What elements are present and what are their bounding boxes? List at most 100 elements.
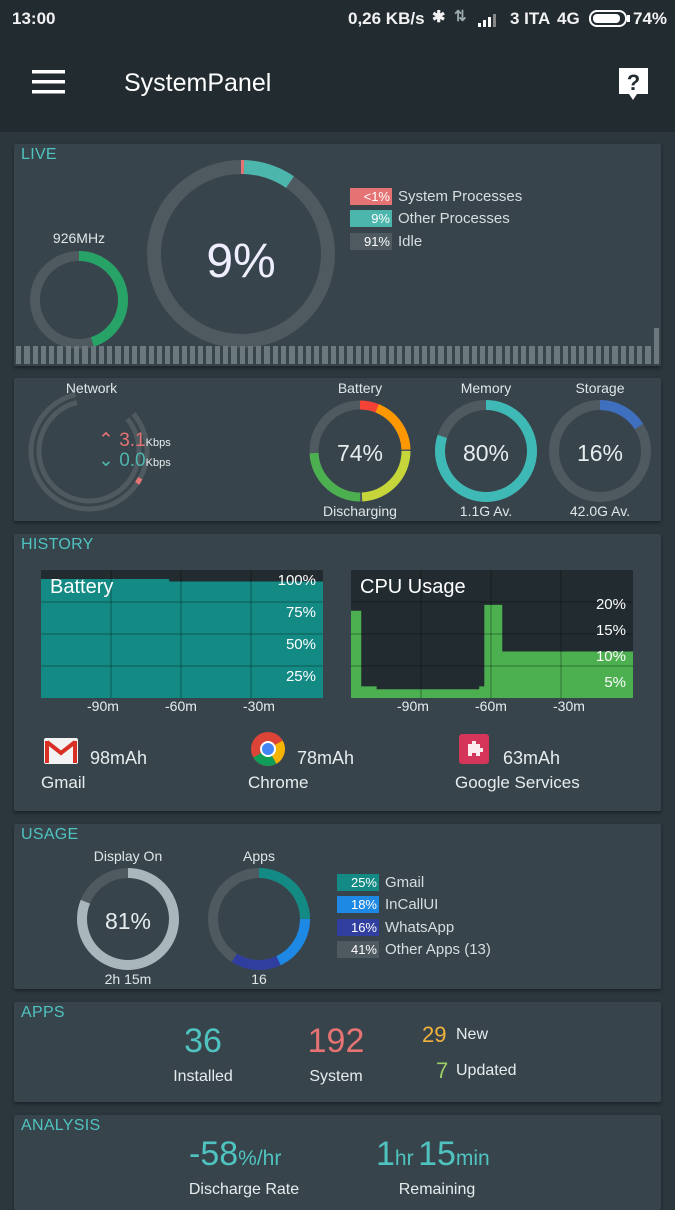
- cpu-history-bar: [579, 346, 585, 364]
- apps-card[interactable]: APPS 36 Installed 192 System 29 New 7 Up…: [14, 1002, 661, 1102]
- app-usage-value: 98mAh: [90, 748, 148, 768]
- remaining-label: Remaining: [398, 1181, 476, 1198]
- display-on-ring: [77, 868, 179, 970]
- cpu-history-bar: [628, 346, 635, 364]
- signal-icon: [478, 14, 496, 27]
- storage-value: 16%: [576, 440, 624, 466]
- cpu-history-bar: [355, 346, 361, 364]
- memory-label: Memory: [460, 380, 512, 396]
- hamburger-icon[interactable]: [32, 70, 65, 94]
- app-name: Chrome: [248, 773, 309, 792]
- display-on-label: Display On: [93, 848, 163, 864]
- network-ring: [28, 390, 150, 512]
- cpu-history-bar: [380, 346, 386, 364]
- section-title: ANALYSIS: [21, 1117, 101, 1134]
- y-tick: 15%: [595, 622, 626, 639]
- apps-count: 16: [251, 971, 267, 987]
- cpu-history-bar: [339, 346, 345, 364]
- x-tick: -90m: [87, 698, 119, 714]
- resources-card[interactable]: Network ⌃ 3.1Kbps ⌄ 0.0Kbps Battery 74% …: [14, 378, 661, 521]
- cpu-history-bar: [562, 346, 568, 364]
- legend-system-processes: <1% System Processes: [350, 188, 522, 205]
- cpu-history-bar: [123, 346, 129, 364]
- cpu-history-bar: [314, 346, 320, 364]
- svg-text:?: ?: [627, 70, 640, 95]
- x-tick: -30m: [243, 698, 275, 714]
- cpu-history-bar: [521, 346, 527, 364]
- cpu-history-bar: [570, 346, 577, 364]
- cpu-history-bar: [57, 346, 63, 364]
- network-up-unit: Kbps: [145, 437, 171, 449]
- cpu-history-bar: [388, 346, 394, 364]
- apps-ring: [208, 868, 310, 970]
- cpu-history-bar: [281, 346, 287, 364]
- cpu-history-bar: [454, 346, 461, 364]
- system-count: 192: [307, 1022, 365, 1060]
- cpu-history-bar: [653, 328, 659, 364]
- cpu-history-bar: [421, 346, 428, 364]
- battery-percent: 74%: [633, 9, 668, 28]
- cpu-chart-plot: [351, 570, 633, 698]
- cpu-history-bar: [620, 346, 626, 364]
- status-time: 13:00: [12, 9, 56, 28]
- legend-label: Idle: [398, 233, 423, 250]
- legend-idle: 91% Idle: [350, 233, 422, 250]
- cpu-history-bar: [239, 346, 245, 364]
- network-down-unit: Kbps: [145, 457, 171, 469]
- analysis-card[interactable]: ANALYSIS -58%/hr Discharge Rate 1hr 15mi…: [14, 1115, 661, 1210]
- legend-label: Other Processes: [398, 210, 510, 227]
- cpu-history-bar: [645, 346, 651, 364]
- display-on-time: 2h 15m: [104, 971, 152, 987]
- cpu-history-bar: [198, 346, 204, 364]
- battery-label: Battery: [337, 380, 383, 396]
- cpu-history-bar: [347, 346, 353, 364]
- cpu-history-bar: [546, 346, 552, 364]
- cpu-history-bar: [272, 346, 279, 364]
- legend-incallui: 18% InCallUI: [337, 896, 438, 913]
- cpu-history-bar: [32, 346, 38, 364]
- cpu-history-bar: [256, 346, 262, 364]
- app-name: Gmail: [41, 773, 86, 792]
- x-tick: -60m: [475, 698, 507, 714]
- history-card[interactable]: HISTORY Battery 100% 75% 50% 25% -90m -6…: [14, 534, 661, 811]
- cpu-history-bar: [595, 346, 602, 364]
- cpu-history-bar: [65, 346, 71, 364]
- cpu-percent: 9%: [206, 235, 276, 288]
- storage-label: Storage: [575, 380, 625, 396]
- remaining-hours-unit: hr: [394, 1147, 414, 1170]
- live-card[interactable]: LIVE 926MHz 9% <1% System Processes 9% Oth…: [14, 144, 661, 366]
- help-icon[interactable]: ?: [617, 66, 650, 104]
- new-label: New: [456, 1026, 489, 1043]
- network-up-value: 3.1: [119, 430, 146, 451]
- cpu-history-chart[interactable]: CPU Usage 20% 15% 10% 5%: [351, 570, 633, 698]
- arrow-up-icon: ⌃: [98, 430, 114, 451]
- cpu-history-bar: [181, 346, 187, 364]
- installed-label: Installed: [173, 1068, 233, 1085]
- y-tick: 20%: [595, 596, 626, 613]
- cpu-history-bar: [471, 346, 477, 364]
- cpu-history-bar: [322, 346, 328, 364]
- cpu-frequency-ring: [30, 251, 128, 349]
- memory-available: 1.1G Av.: [459, 503, 513, 519]
- legend-label: Gmail: [385, 874, 425, 891]
- legend-label: System Processes: [398, 188, 523, 205]
- cpu-history-bar: [73, 346, 80, 364]
- app-bar: SystemPanel ?: [0, 36, 675, 132]
- chart-title: CPU Usage: [360, 576, 466, 598]
- legend-label: InCallUI: [385, 896, 439, 913]
- cpu-history-bar: [90, 346, 96, 364]
- y-tick: 50%: [285, 636, 316, 653]
- battery-history-chart[interactable]: Battery 100% 75% 50% 25%: [41, 570, 323, 698]
- y-tick: 5%: [604, 674, 626, 691]
- app-title: SystemPanel: [124, 69, 272, 97]
- cpu-frequency: 926MHz: [52, 230, 106, 246]
- cpu-history-bar: [231, 346, 237, 364]
- cpu-history-bar: [612, 346, 618, 364]
- usage-card[interactable]: USAGE Display On 81% 2h 15m Apps 16 25% G…: [14, 824, 661, 989]
- cpu-history-bar: [396, 346, 403, 364]
- legend-value: 16%: [337, 919, 379, 936]
- cpu-history-bar: [604, 346, 610, 364]
- cpu-history-bar: [496, 346, 502, 364]
- battery-ring: [309, 400, 411, 502]
- chart-area: [41, 578, 323, 698]
